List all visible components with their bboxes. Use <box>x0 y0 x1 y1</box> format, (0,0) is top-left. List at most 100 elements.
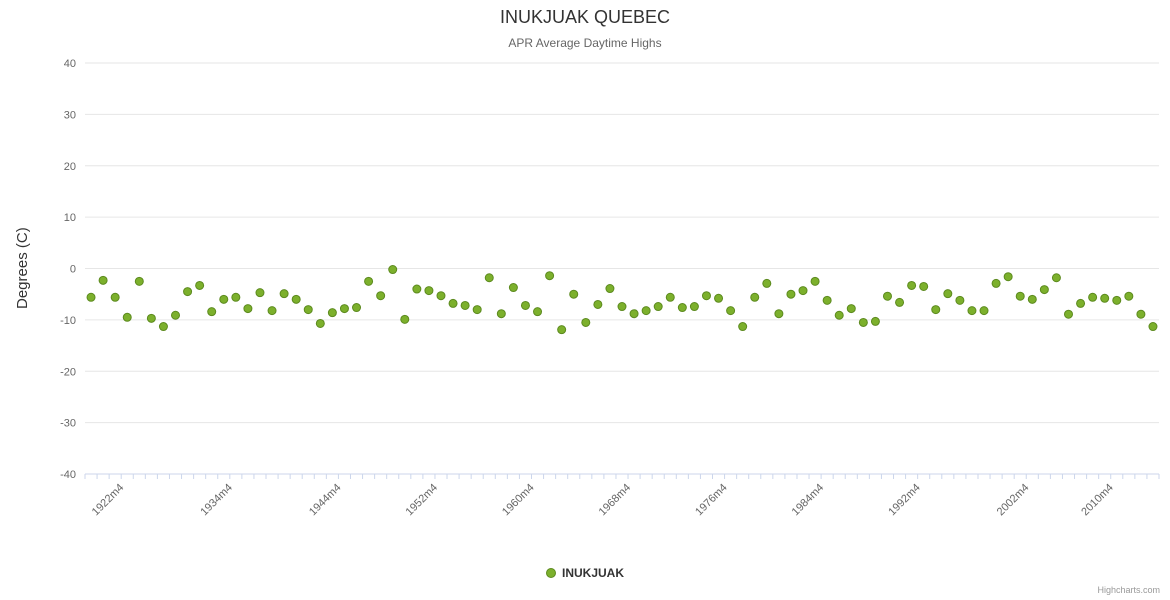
data-point[interactable] <box>967 306 977 316</box>
data-point[interactable] <box>352 303 362 313</box>
data-point[interactable] <box>1124 291 1134 301</box>
data-point[interactable] <box>448 298 458 308</box>
data-point[interactable] <box>641 306 651 316</box>
data-point[interactable] <box>677 303 687 313</box>
data-point[interactable] <box>593 299 603 309</box>
data-point[interactable] <box>1100 293 1110 303</box>
data-point[interactable] <box>460 300 470 310</box>
data-point[interactable] <box>279 289 289 299</box>
data-point[interactable] <box>110 292 120 302</box>
data-point[interactable] <box>1015 291 1025 301</box>
credits-link[interactable]: Highcharts.com <box>1097 585 1160 595</box>
x-axis-label: 1952m4 <box>404 482 441 519</box>
data-point[interactable] <box>231 292 241 302</box>
data-point[interactable] <box>183 287 193 297</box>
data-point[interactable] <box>786 289 796 299</box>
data-point[interactable] <box>1051 273 1061 283</box>
legend-item-inukjuak[interactable]: INUKJUAK <box>0 566 1170 580</box>
x-axis-label: 1968m4 <box>597 482 634 519</box>
data-point[interactable] <box>436 291 446 301</box>
data-point[interactable] <box>979 306 989 316</box>
data-point[interactable] <box>907 280 917 290</box>
y-axis-label: 10 <box>64 212 76 224</box>
data-point[interactable] <box>1148 322 1158 332</box>
data-point[interactable] <box>400 314 410 324</box>
data-point[interactable] <box>545 271 555 281</box>
data-point[interactable] <box>291 294 301 304</box>
data-point[interactable] <box>569 289 579 299</box>
data-point[interactable] <box>1112 295 1122 305</box>
data-point[interactable] <box>701 291 711 301</box>
data-point[interactable] <box>834 310 844 320</box>
data-point[interactable] <box>472 305 482 315</box>
data-point[interactable] <box>858 317 868 327</box>
data-point[interactable] <box>1003 272 1013 282</box>
data-point[interactable] <box>195 280 205 290</box>
data-point[interactable] <box>750 292 760 302</box>
x-axis-label: 1992m4 <box>886 482 923 519</box>
data-point[interactable] <box>762 278 772 288</box>
data-point[interactable] <box>520 300 530 310</box>
y-axis-label: 20 <box>64 161 76 173</box>
data-point[interactable] <box>339 304 349 314</box>
data-point[interactable] <box>496 309 506 319</box>
data-point[interactable] <box>653 302 663 312</box>
data-point[interactable] <box>484 273 494 283</box>
data-point[interactable] <box>665 292 675 302</box>
x-axis-label: 1944m4 <box>307 482 344 519</box>
data-point[interactable] <box>134 276 144 286</box>
data-point[interactable] <box>738 322 748 332</box>
y-axis-label: -20 <box>60 366 76 378</box>
data-point[interactable] <box>1063 309 1073 319</box>
data-point[interactable] <box>943 289 953 299</box>
data-point[interactable] <box>158 322 168 332</box>
data-point[interactable] <box>870 316 880 326</box>
data-point[interactable] <box>955 295 965 305</box>
data-point[interactable] <box>388 265 398 275</box>
data-point[interactable] <box>991 278 1001 288</box>
data-point[interactable] <box>98 275 108 285</box>
data-point[interactable] <box>315 318 325 328</box>
data-point[interactable] <box>798 286 808 296</box>
y-axis-label: -10 <box>60 315 76 327</box>
data-point[interactable] <box>714 293 724 303</box>
data-point[interactable] <box>122 312 132 322</box>
data-point[interactable] <box>581 317 591 327</box>
data-point[interactable] <box>219 294 229 304</box>
data-point[interactable] <box>557 325 567 335</box>
data-point[interactable] <box>629 309 639 319</box>
data-point[interactable] <box>1027 294 1037 304</box>
data-point[interactable] <box>726 306 736 316</box>
data-point[interactable] <box>846 304 856 314</box>
data-point[interactable] <box>508 283 518 293</box>
data-point[interactable] <box>364 276 374 286</box>
data-point[interactable] <box>376 291 386 301</box>
data-point[interactable] <box>255 288 265 298</box>
data-point[interactable] <box>605 284 615 294</box>
data-point[interactable] <box>689 302 699 312</box>
data-point[interactable] <box>412 284 422 294</box>
data-point[interactable] <box>1136 309 1146 319</box>
data-point[interactable] <box>243 304 253 314</box>
x-axis-label: 1922m4 <box>90 482 127 519</box>
data-point[interactable] <box>1039 285 1049 295</box>
data-point[interactable] <box>822 295 832 305</box>
data-point[interactable] <box>895 297 905 307</box>
data-point[interactable] <box>267 306 277 316</box>
data-point[interactable] <box>533 307 543 317</box>
data-point[interactable] <box>303 305 313 315</box>
data-point[interactable] <box>774 309 784 319</box>
data-point[interactable] <box>146 313 156 323</box>
data-point[interactable] <box>207 307 217 317</box>
data-point[interactable] <box>86 292 96 302</box>
data-point[interactable] <box>882 291 892 301</box>
data-point[interactable] <box>1088 292 1098 302</box>
data-point[interactable] <box>171 310 181 320</box>
data-point[interactable] <box>931 305 941 315</box>
data-point[interactable] <box>617 302 627 312</box>
data-point[interactable] <box>919 281 929 291</box>
data-point[interactable] <box>424 286 434 296</box>
data-point[interactable] <box>1076 298 1086 308</box>
data-point[interactable] <box>327 308 337 318</box>
data-point[interactable] <box>810 276 820 286</box>
